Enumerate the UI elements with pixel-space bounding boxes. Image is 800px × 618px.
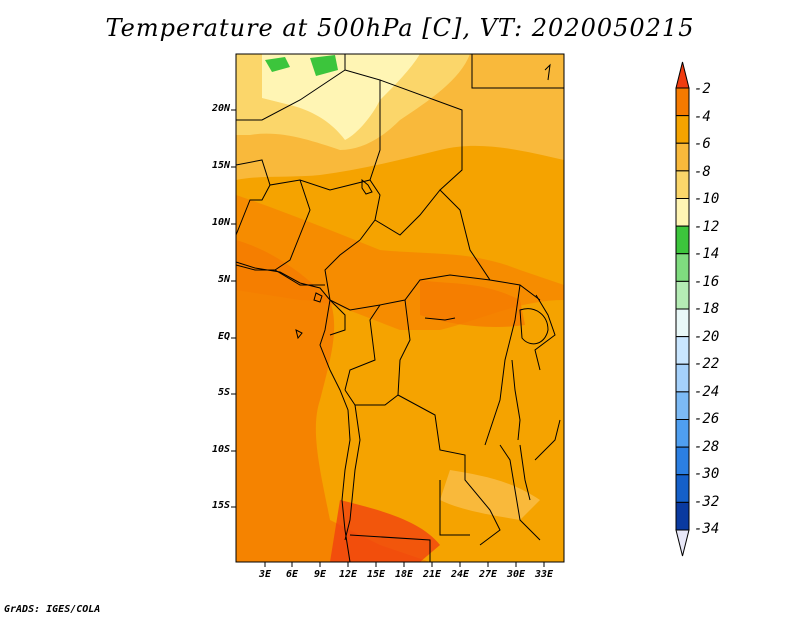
colorbar-swatch — [675, 501, 690, 531]
lon-label-33e: 33E — [534, 569, 554, 580]
colorbar-swatch — [675, 363, 690, 393]
colorbar-swatch — [675, 170, 690, 199]
colorbar-swatch — [675, 419, 690, 448]
lon-label-9e: 9E — [313, 569, 327, 580]
colorbar-swatch — [675, 87, 690, 117]
colorbar-label: -20 — [694, 329, 720, 345]
lon-label-6e: 6E — [285, 569, 299, 580]
lat-label-5n: 5N — [217, 274, 230, 285]
colorbar-swatch — [675, 142, 690, 172]
colorbar-label: -4 — [694, 109, 711, 125]
colorbar-label: -24 — [694, 384, 720, 400]
colorbar-arrow-top — [675, 61, 690, 89]
colorbar-label: -16 — [694, 274, 720, 290]
colorbar-swatch — [675, 446, 690, 476]
colorbar-label: -32 — [694, 494, 720, 510]
colorbar-swatch — [675, 280, 690, 310]
colorbar-swatch — [675, 391, 690, 420]
lat-label-5s: 5S — [217, 387, 230, 398]
colorbar-label: -10 — [694, 191, 720, 207]
colorbar-swatch — [675, 474, 690, 503]
lon-label-30e: 30E — [506, 569, 526, 580]
colorbar-label: -12 — [694, 219, 720, 235]
lat-label-10s: 10S — [211, 444, 230, 455]
colorbar-label: -22 — [694, 356, 720, 372]
colorbar-label: -8 — [694, 164, 711, 180]
colorbar-swatch — [675, 308, 690, 338]
colorbar-label: -34 — [694, 521, 720, 537]
colorbar-swatch — [675, 225, 690, 255]
coastline — [235, 261, 351, 563]
lat-label-eq: EQ — [217, 331, 230, 342]
lakes-islands — [295, 63, 551, 501]
lon-label-24e: 24E — [450, 569, 470, 580]
lon-label-18e: 18E — [394, 569, 414, 580]
lat-label-10n: 10N — [211, 217, 230, 228]
colorbar-arrow-bottom — [675, 529, 690, 557]
lon-label-21e: 21E — [422, 569, 442, 580]
lat-label-15s: 15S — [211, 500, 230, 511]
colorbar-swatch — [675, 198, 690, 227]
map-title: Temperature at 500hPa [C], VT: 202005021… — [105, 14, 695, 42]
lon-label-12e: 12E — [338, 569, 358, 580]
lat-label-20n: 20N — [211, 103, 230, 114]
colorbar-label: -14 — [694, 246, 720, 262]
lat-ticks — [231, 109, 236, 508]
lon-ticks — [264, 562, 545, 567]
lat-label-15n: 15N — [211, 160, 230, 171]
map-frame — [235, 53, 565, 563]
lon-label-15e: 15E — [366, 569, 386, 580]
colorbar-label: -28 — [694, 439, 720, 455]
colorbar-label: -30 — [694, 466, 720, 482]
colorbar-label: -2 — [694, 81, 711, 97]
colorbar-label: -6 — [694, 136, 711, 152]
lon-label-27e: 27E — [478, 569, 498, 580]
colorbar — [675, 61, 690, 557]
temperature-field — [236, 54, 564, 562]
colorbar-swatch — [675, 336, 690, 365]
colorbar-swatch — [675, 115, 690, 144]
credit-text: GrADS: IGES/COLA — [4, 604, 101, 615]
lon-label-3e: 3E — [258, 569, 272, 580]
colorbar-label: -26 — [694, 411, 720, 427]
country-borders — [236, 54, 564, 562]
colorbar-swatch — [675, 253, 690, 282]
colorbar-label: -18 — [694, 301, 720, 317]
